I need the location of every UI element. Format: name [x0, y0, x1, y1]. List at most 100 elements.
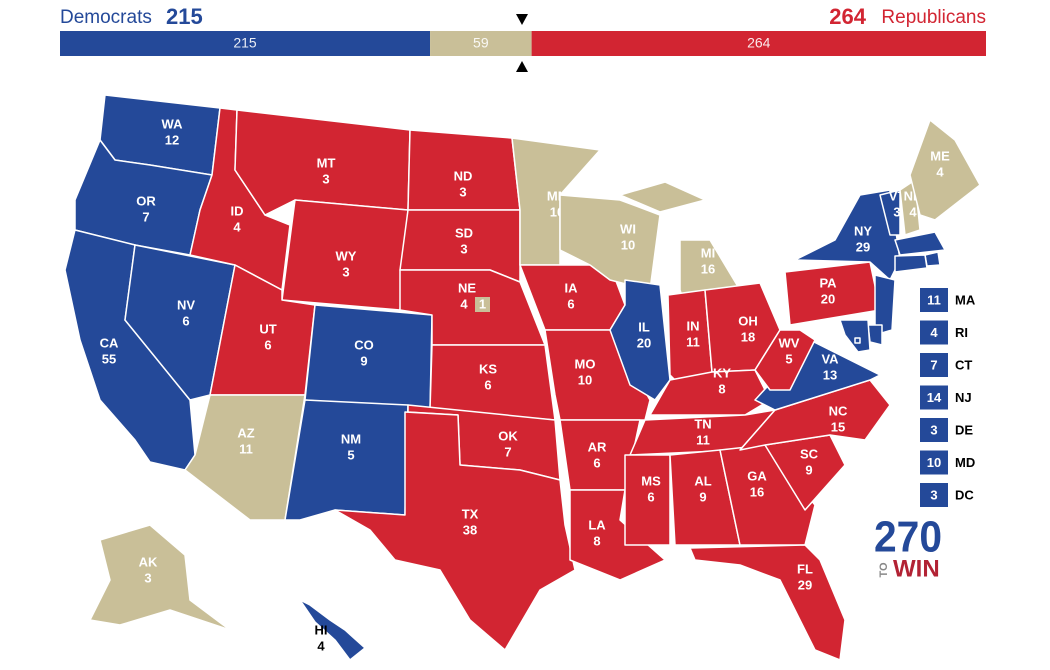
- state-abbr: WY: [336, 248, 357, 263]
- bar-label: 264: [747, 35, 771, 51]
- state-abbr: SD: [455, 225, 473, 240]
- state-shape: [924, 251, 941, 267]
- state-shape: [334, 411, 576, 651]
- district-votes: 1: [479, 296, 486, 311]
- marker-top: [516, 14, 528, 25]
- state-votes: 6: [182, 313, 189, 328]
- state-shape: [609, 279, 671, 401]
- state-votes: 18: [741, 329, 755, 344]
- bar-label: 215: [233, 35, 257, 51]
- state-votes: 10: [621, 237, 635, 252]
- state-shape: [739, 379, 891, 451]
- small-state-box: [920, 418, 948, 442]
- state-abbr: NM: [341, 431, 361, 446]
- state-votes: 4: [909, 204, 917, 219]
- state-votes: 15: [831, 419, 845, 434]
- state-shape: [624, 454, 671, 546]
- logo-word: WIN: [893, 555, 940, 582]
- state-votes: 3: [342, 264, 349, 279]
- state-votes: 20: [821, 291, 835, 306]
- state-abbr: WA: [162, 116, 184, 131]
- state-votes: 6: [264, 337, 271, 352]
- state-votes: 6: [484, 377, 491, 392]
- state-abbr: PA: [819, 275, 837, 290]
- small-state-votes: 3: [930, 487, 937, 502]
- state-abbr: OH: [738, 313, 758, 328]
- state-abbr: AZ: [237, 425, 254, 440]
- small-state-abbr: MA: [955, 292, 976, 307]
- state-votes: 6: [567, 296, 574, 311]
- state-votes: 5: [347, 447, 354, 462]
- small-state-box: [920, 353, 948, 377]
- small-state-abbr: DE: [955, 422, 973, 437]
- states: WA12OR7CA55NV6ID4MT3WY3UT6AZ11CO9NM5ND3S…: [64, 94, 981, 661]
- small-state-votes: 7: [930, 357, 937, 372]
- state-abbr: NE: [458, 280, 476, 295]
- logo-number: 270: [874, 513, 942, 562]
- state-abbr: WI: [620, 221, 636, 236]
- small-state-votes: 3: [930, 422, 937, 437]
- state-abbr: OK: [498, 428, 518, 443]
- state-abbr: NY: [854, 223, 872, 238]
- state-abbr: KS: [479, 361, 497, 376]
- state-shape: [299, 599, 366, 661]
- state-votes: 7: [142, 209, 149, 224]
- vote-bar: 215 59 264: [60, 31, 986, 56]
- state-abbr: OR: [136, 193, 156, 208]
- state-abbr: UT: [259, 321, 276, 336]
- state-votes: 4: [460, 296, 468, 311]
- logo: 270 TO WIN: [874, 513, 942, 583]
- state-votes: 11: [696, 432, 710, 447]
- state-abbr: TN: [694, 416, 711, 431]
- bar-segment: [430, 31, 532, 56]
- state-abbr: ID: [231, 203, 244, 218]
- state-abbr: NV: [177, 297, 195, 312]
- state-abbr: IN: [687, 318, 700, 333]
- state-abbr: VA: [821, 351, 839, 366]
- state-votes: 3: [460, 241, 467, 256]
- bar-segment: [531, 31, 986, 56]
- small-state-abbr: DC: [955, 487, 974, 502]
- state-votes: 9: [699, 489, 706, 504]
- state-shape: [894, 231, 946, 256]
- small-state-abbr: CT: [955, 357, 972, 372]
- dem-total: 215: [166, 4, 203, 29]
- small-states: 11 MA 4 RI 7 CT 14 NJ 3 DE 10 MD 3 DC: [920, 288, 976, 507]
- small-state-abbr: MD: [955, 455, 975, 470]
- small-state-box: [920, 288, 948, 312]
- state-votes: 8: [718, 381, 725, 396]
- small-state-box: [920, 450, 948, 475]
- state-abbr: AK: [139, 554, 158, 569]
- state-abbr: CA: [100, 335, 119, 350]
- state-abbr: HI: [315, 622, 328, 637]
- state-abbr: AR: [588, 439, 607, 454]
- rep-total: 264: [829, 4, 866, 29]
- state-abbr: MS: [641, 473, 661, 488]
- small-state-votes: 14: [927, 390, 942, 405]
- state-abbr: GA: [747, 468, 767, 483]
- state-votes: 3: [459, 184, 466, 199]
- state-abbr: MO: [575, 356, 596, 371]
- state-abbr: MI: [701, 245, 715, 260]
- state-votes: 29: [798, 577, 812, 592]
- state-votes: 7: [504, 444, 511, 459]
- state-votes: 4: [317, 638, 325, 653]
- state-votes: 9: [360, 353, 367, 368]
- state-abbr: ME: [930, 148, 950, 163]
- state-votes: 6: [593, 455, 600, 470]
- bar-segment: [60, 31, 431, 56]
- state-votes: 10: [578, 372, 592, 387]
- state-votes: 9: [805, 462, 812, 477]
- state-votes: 5: [785, 351, 792, 366]
- marker-bottom: [516, 61, 528, 72]
- state-abbr: CO: [354, 337, 374, 352]
- small-state-votes: 11: [927, 292, 941, 307]
- state-abbr: SC: [800, 446, 819, 461]
- state-votes: 4: [936, 164, 944, 179]
- state-votes: 11: [686, 334, 700, 349]
- small-state-box: [920, 483, 948, 507]
- state-votes: 20: [637, 335, 651, 350]
- logo-small: TO: [878, 562, 890, 578]
- state-votes: 3: [144, 570, 151, 585]
